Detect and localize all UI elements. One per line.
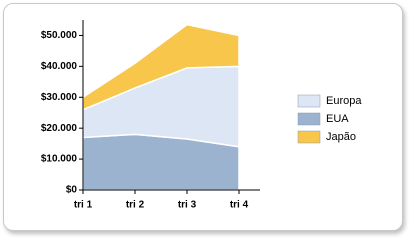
x-tick-label: tri 3 — [178, 200, 197, 211]
y-tick-label: $0 — [66, 185, 78, 196]
legend-swatch — [297, 130, 321, 144]
x-tick-label: tri 2 — [126, 200, 145, 211]
legend-swatch — [297, 94, 321, 108]
x-tick-label: tri 1 — [74, 200, 93, 211]
x-tick-label: tri 4 — [230, 200, 249, 211]
y-tick-label: $20.000 — [41, 123, 78, 134]
legend-label: Japão — [326, 131, 356, 143]
y-tick-label: $40.000 — [41, 61, 78, 72]
area — [82, 23, 240, 111]
legend-swatch — [297, 112, 321, 126]
y-tick-label: $10.000 — [41, 154, 78, 165]
legend-label: EUA — [326, 113, 349, 125]
legend-label: Europa — [326, 95, 362, 107]
y-tick-label: $30.000 — [41, 92, 78, 103]
y-tick-label: $50.000 — [41, 30, 78, 41]
